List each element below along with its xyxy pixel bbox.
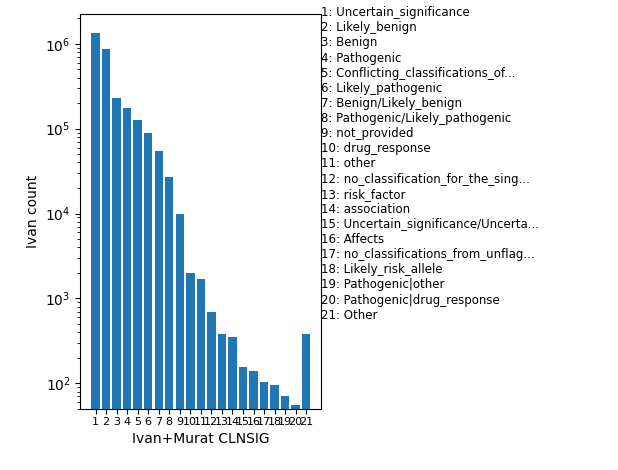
Bar xyxy=(165,177,174,470)
Bar xyxy=(133,120,142,470)
Bar xyxy=(176,213,184,470)
Bar xyxy=(249,371,258,470)
Bar xyxy=(197,279,205,470)
Bar xyxy=(218,334,226,470)
Bar xyxy=(271,385,279,470)
Legend: 1: Uncertain_significance, 2: Likely_benign, 3: Benign, 4: Pathogenic, 5: Confli: 1: Uncertain_significance, 2: Likely_ben… xyxy=(321,6,540,321)
Bar xyxy=(281,397,289,470)
Bar xyxy=(239,367,247,470)
X-axis label: Ivan+Murat CLNSIG: Ivan+Murat CLNSIG xyxy=(132,432,269,446)
Bar xyxy=(186,273,195,470)
Bar xyxy=(302,334,310,470)
Bar xyxy=(292,406,300,470)
Bar xyxy=(144,133,153,470)
Bar xyxy=(102,49,110,470)
Bar xyxy=(154,151,163,470)
Bar xyxy=(112,98,121,470)
Y-axis label: Ivan count: Ivan count xyxy=(26,175,40,248)
Bar xyxy=(91,33,99,470)
Bar xyxy=(260,382,268,470)
Bar xyxy=(228,337,237,470)
Bar xyxy=(207,312,216,470)
Bar xyxy=(123,108,132,470)
